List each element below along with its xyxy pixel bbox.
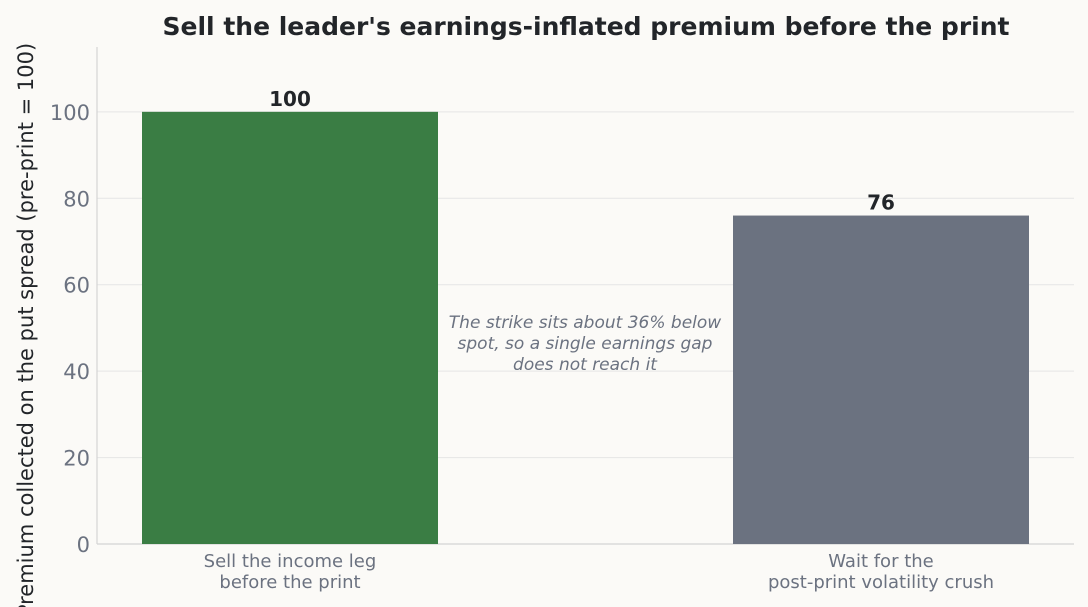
y-axis-label: Premium collected on the put spread (pre… bbox=[14, 43, 38, 607]
bar bbox=[733, 215, 1029, 544]
chart-title: Sell the leader's earnings-inflated prem… bbox=[163, 12, 1010, 41]
x-tick-label: Wait for the post-print volatility crush bbox=[768, 551, 994, 593]
bar bbox=[142, 111, 438, 545]
x-tick-label: Sell the income leg before the print bbox=[204, 551, 377, 593]
y-tick-label: 100 bbox=[50, 101, 90, 125]
y-tick-label: 0 bbox=[77, 533, 90, 557]
y-tick-label: 60 bbox=[63, 274, 90, 298]
y-tick-label: 40 bbox=[63, 360, 90, 384]
bar-value-label: 76 bbox=[867, 191, 895, 215]
bar-value-label: 100 bbox=[269, 87, 311, 111]
annotation-note: The strike sits about 36% below spot, so … bbox=[449, 313, 721, 375]
y-tick-label: 80 bbox=[63, 187, 90, 211]
y-tick-label: 20 bbox=[63, 447, 90, 471]
